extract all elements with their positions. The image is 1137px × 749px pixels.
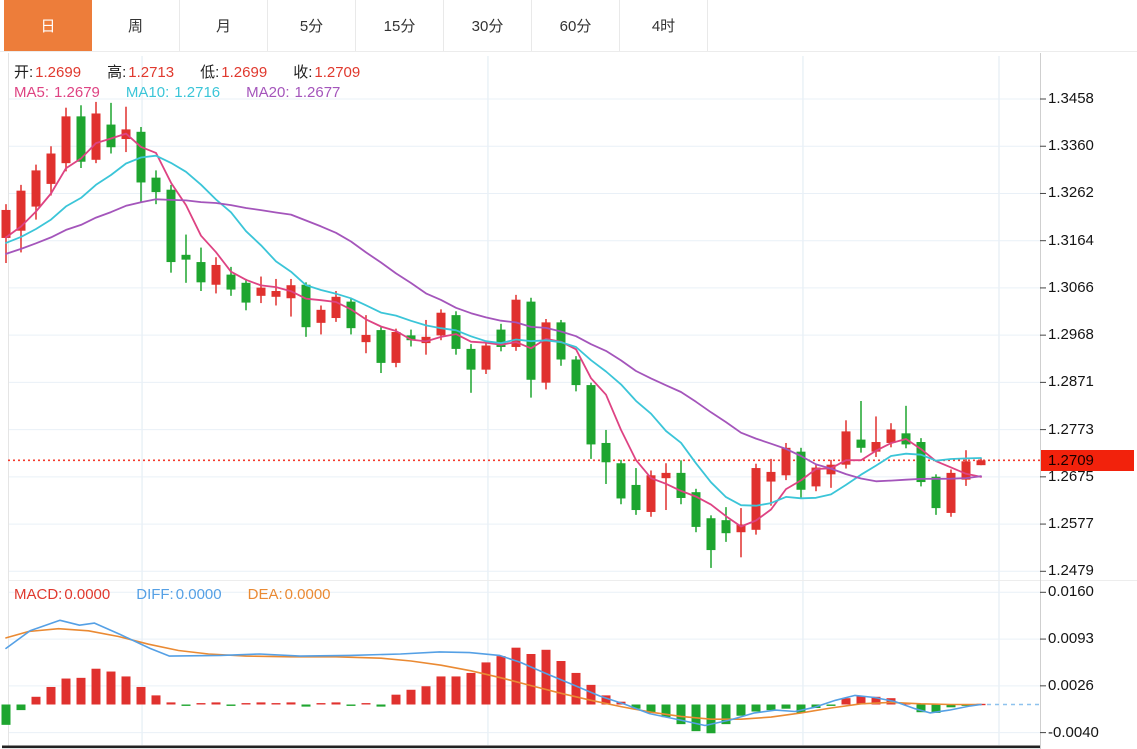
- price-axis-label: 1.2968: [1048, 326, 1094, 344]
- tab-5分[interactable]: 5分: [268, 0, 356, 51]
- timeframe-tabbar: 日周月 5分 15分 30分 60分 4时: [0, 0, 1137, 52]
- ma-ma20: MA20: 1.2677: [246, 84, 341, 101]
- price-axis-label: 1.3458: [1048, 90, 1094, 107]
- ohlc-close: 收: 1.2709: [293, 64, 361, 81]
- macd-axis-label: 0.0160: [1048, 583, 1094, 601]
- tab-60分[interactable]: 60分: [532, 0, 620, 51]
- macd-dea: DEA: 0.0000: [247, 586, 331, 603]
- tab-15分[interactable]: 15分: [356, 0, 444, 51]
- ohlc-high: 高: 1.2713: [107, 64, 175, 81]
- price-axis-label: 1.3164: [1048, 231, 1094, 249]
- price-axis-label: 1.2773: [1048, 420, 1094, 438]
- price-axis-label: 1.3066: [1048, 278, 1094, 296]
- price-axis-label: 1.2871: [1048, 373, 1094, 391]
- ohlc-legend: 开: 1.2699 高: 1.2713 低: 1.2699 收: 1.2709: [14, 61, 386, 82]
- macd-legend: MACD: 0.0000 DIFF: 0.0000 DEA: 0.0000: [14, 586, 357, 603]
- macd-axis-label: 0.0093: [1048, 630, 1094, 648]
- tab-30分[interactable]: 30分: [444, 0, 532, 51]
- ohlc-open: 开: 1.2699: [14, 64, 82, 81]
- ma-ma10: MA10: 1.2716: [125, 84, 221, 101]
- macd-axis-label: -0.0040: [1048, 723, 1099, 741]
- price-axis-label: 1.3262: [1048, 184, 1094, 202]
- macd-diff: DIFF: 0.0000: [136, 586, 222, 603]
- macd-axis-label: 0.0026: [1048, 676, 1094, 694]
- price-axis-label: 1.3360: [1048, 137, 1094, 155]
- price-axis-label: 1.2577: [1048, 515, 1094, 533]
- tab-日[interactable]: 日: [4, 0, 92, 51]
- tab-月[interactable]: 月: [180, 0, 268, 51]
- ma-ma5: MA5: 1.2679: [14, 84, 100, 101]
- tab-4时[interactable]: 4时: [620, 0, 708, 51]
- ohlc-low: 低: 1.2699: [200, 64, 268, 81]
- price-axis-label: 1.2479: [1048, 562, 1094, 580]
- ma-legend: MA5: 1.2679 MA10: 1.2716 MA20: 1.2677: [14, 84, 366, 101]
- tab-周[interactable]: 周: [92, 0, 180, 51]
- price-axis-label: 1.2675: [1048, 467, 1094, 485]
- current-price-badge: 1.2709: [1041, 449, 1134, 471]
- macd-macd: MACD: 0.0000: [14, 586, 111, 603]
